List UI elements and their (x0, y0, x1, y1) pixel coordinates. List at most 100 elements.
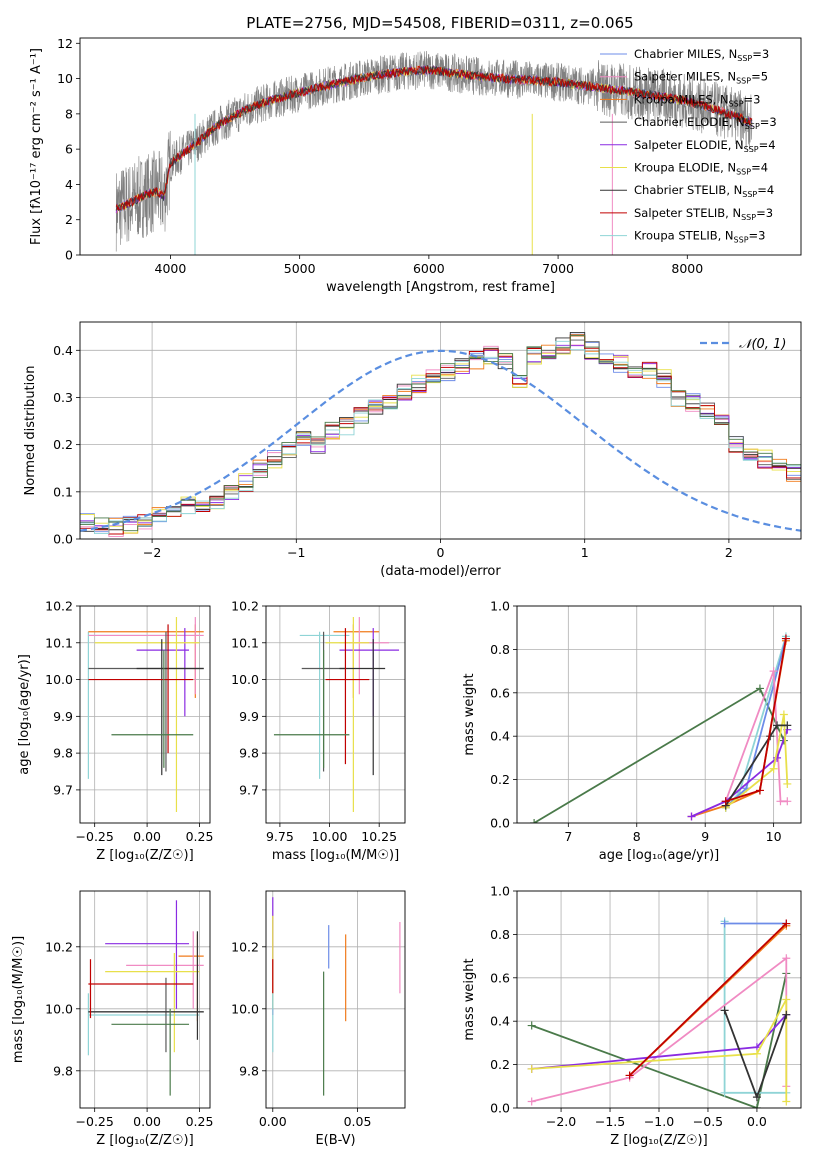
weight-marker (752, 1104, 761, 1108)
y-tick-label: 10.0 (45, 1001, 73, 1016)
plot-area (530, 632, 792, 823)
plot-area (87, 617, 204, 812)
weight-marker (783, 797, 792, 806)
x-tick-label: 5000 (284, 261, 316, 276)
legend-label: Chabrier STELIB, NSSP=4 (634, 183, 774, 199)
y-axis-label: mass [log₁₀(M/M☉)] (11, 936, 26, 1063)
weight-marker (783, 721, 792, 730)
plot-area (527, 917, 791, 1108)
x-axis-label: Z [log₁₀(Z/Z☉)] (610, 1133, 707, 1148)
weight-marker (779, 710, 788, 719)
weight-marker (720, 1088, 729, 1097)
y-tick-label: 0.1 (53, 484, 73, 499)
weight-series-line (691, 729, 789, 818)
y-tick-label: 0.4 (490, 1014, 510, 1029)
weight-marker (527, 1021, 536, 1030)
y-tick-label: 0.8 (490, 642, 510, 657)
y-tick-label: 0.8 (490, 927, 510, 942)
x-tick-label: 7000 (542, 261, 574, 276)
axes-frame (265, 890, 406, 1109)
y-tick-label: 4 (65, 177, 73, 192)
weight-marker (769, 764, 778, 773)
x-tick-label: 0.00 (259, 1114, 287, 1129)
y-tick-label: 10.2 (45, 599, 73, 614)
weight-marker (625, 1071, 634, 1080)
y-tick-label: 0.6 (490, 685, 510, 700)
y-tick-label: 1.0 (490, 884, 510, 899)
legend-label: Kroupa ELODIE, NSSP=4 (634, 161, 768, 177)
x-tick-label: 0.0 (747, 1114, 767, 1129)
weight-marker (782, 1097, 791, 1106)
axes-frame (516, 890, 802, 1109)
weight-marker (782, 995, 791, 1004)
x-tick-label: 10.25 (361, 829, 397, 844)
x-tick-label: 0.00 (133, 829, 161, 844)
y-tick-label: 10.2 (231, 939, 259, 954)
x-tick-label: 0 (437, 545, 445, 560)
plot-area (115, 50, 753, 255)
normal-distribution-curve (80, 349, 801, 532)
x-axis-label: wavelength [Angstrom, rest frame] (326, 280, 555, 295)
x-tick-label: 0.05 (344, 1114, 372, 1129)
y-tick-label: 2 (65, 212, 73, 227)
legend-label: Chabrier ELODIE, NSSP=3 (634, 115, 777, 131)
residual-histogram (80, 335, 801, 539)
age-vs-metallicity-panel: −0.25 0.00 0.25 9.7 9.8 9.9 10.0 10.1 10.2 Z [log… (17, 599, 213, 864)
weight-series-line (533, 687, 785, 823)
legend-label: Salpeter ELODIE, NSSP=4 (634, 138, 776, 154)
x-tick-label: 10.00 (312, 829, 348, 844)
y-tick-label: 9.7 (53, 782, 73, 797)
weight-series-line (628, 922, 787, 1077)
y-tick-label: 0.0 (490, 1101, 510, 1116)
x-tick-label: 9 (701, 829, 709, 844)
y-tick-label: 0.0 (490, 816, 510, 831)
spectrum-panel: 4000 5000 6000 7000 8000 0 2 4 6 8 10 12 wavelength … (29, 36, 802, 295)
y-tick-label: 10.1 (45, 635, 73, 650)
y-tick-label: 0.2 (490, 1057, 510, 1072)
x-tick-label: 0.25 (186, 829, 214, 844)
y-tick-label: 9.8 (239, 1063, 259, 1078)
x-tick-label: −2 (143, 545, 161, 560)
legend-label: Salpeter STELIB, NSSP=3 (634, 206, 773, 222)
x-tick-label: 1 (581, 545, 589, 560)
y-tick-label: 12 (57, 36, 73, 51)
weight-marker (776, 797, 785, 806)
x-axis-label: Z [log₁₀(Z/Z☉)] (96, 1133, 193, 1148)
y-tick-label: 10.0 (231, 1001, 259, 1016)
legend-label: Kroupa STELIB, NSSP=3 (634, 229, 765, 245)
residual-histogram (80, 335, 801, 539)
y-tick-label: 10.0 (45, 672, 73, 687)
x-tick-label: −0.25 (76, 1114, 114, 1129)
weight-marker (752, 1093, 761, 1102)
x-tick-label: −1.0 (644, 1114, 674, 1129)
age-vs-mass-panel: 9.75 10.00 10.25 9.7 9.8 9.9 10.0 10.1 10.2 mass … (231, 599, 406, 863)
axes-frame (79, 605, 211, 824)
y-tick-label: 9.8 (53, 1063, 73, 1078)
weight-marker (527, 1064, 536, 1073)
y-tick-label: 1.0 (490, 599, 510, 614)
y-tick-label: 9.7 (239, 782, 259, 797)
mass-weight-vs-metallicity-panel: −2.0 −1.5 −1.0 −0.5 0.0 0.0 0.2 0.4 0.6 0.8 1.0 Z [… (462, 884, 802, 1148)
axes-frame (79, 37, 802, 256)
y-tick-label: 10.1 (231, 635, 259, 650)
weight-series-line (724, 724, 788, 807)
y-tick-label: 10 (57, 71, 73, 86)
legend-label: Salpeter MILES, NSSP=5 (634, 70, 768, 86)
y-axis-label: mass weight (462, 673, 477, 755)
x-axis-label: Z [log₁₀(Z/Z☉)] (96, 848, 193, 863)
weight-series-line (725, 714, 789, 809)
weight-marker (783, 779, 792, 788)
y-tick-label: 10.2 (45, 939, 73, 954)
weight-marker (527, 1097, 536, 1106)
y-tick-label: 0.3 (53, 390, 73, 405)
x-tick-label: 0.00 (133, 1114, 161, 1129)
y-tick-label: 9.9 (53, 709, 73, 724)
weight-marker (687, 812, 696, 821)
model-spectrum (115, 65, 753, 211)
axes-frame (79, 321, 802, 540)
weight-marker (773, 721, 782, 730)
y-tick-label: 0 (65, 248, 73, 263)
x-tick-label: −1 (287, 545, 305, 560)
y-tick-label: 10.0 (231, 672, 259, 687)
